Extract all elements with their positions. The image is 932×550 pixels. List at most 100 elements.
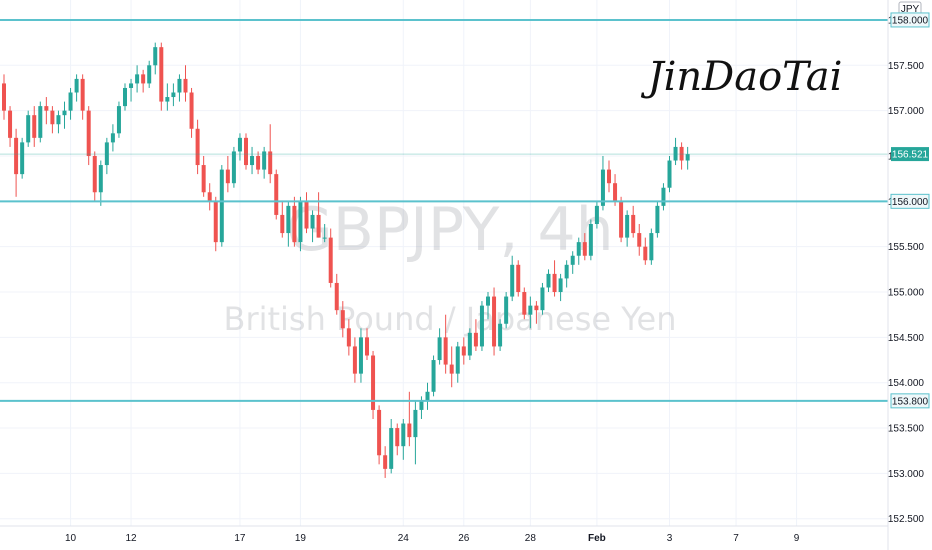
horizontal-levels[interactable]	[0, 18, 888, 402]
candle-down	[619, 196, 624, 243]
candle-body	[189, 92, 194, 129]
price-axis[interactable]: 152.500 153.000 153.500 154.000 154.500 155.0…	[887, 0, 932, 550]
candle-down	[328, 228, 333, 288]
time-tick-label: 7	[733, 533, 739, 544]
candle-down	[86, 106, 91, 166]
candle-up	[219, 165, 224, 247]
candle-body	[159, 47, 164, 102]
time-tick-label: 9	[794, 533, 800, 544]
candle-body	[147, 65, 152, 84]
candle-down	[207, 183, 212, 211]
candle-up	[546, 269, 551, 293]
candle-body	[268, 151, 273, 175]
candle-up	[401, 418, 406, 460]
candle-down	[213, 196, 218, 252]
price-tick-label: 155.500	[888, 242, 925, 253]
candle-body	[38, 106, 43, 138]
candle-body	[383, 455, 388, 469]
candle-up	[576, 237, 581, 265]
candle-up	[528, 296, 533, 329]
candle-body	[401, 423, 406, 447]
candle-body	[32, 115, 37, 138]
level-label-text: 153.800	[892, 396, 929, 407]
candle-up	[504, 292, 509, 329]
candle-body	[594, 205, 599, 225]
candle-down	[516, 260, 521, 297]
candle-down	[340, 301, 345, 338]
candle-body	[98, 165, 103, 193]
candle-body	[286, 205, 291, 234]
time-axis[interactable]: 10 12 17 19 24 26 28 Feb 3 7 9	[0, 525, 888, 544]
candle-body	[479, 305, 484, 347]
candle-up	[62, 101, 67, 129]
candle-body	[504, 296, 509, 324]
candle-up	[437, 328, 442, 365]
candle-up	[655, 201, 660, 238]
candle-body	[274, 174, 279, 215]
candle-down	[32, 106, 37, 147]
candle-body	[346, 328, 351, 347]
candle-body	[637, 233, 642, 247]
candle-body	[298, 201, 303, 243]
last-price-box	[891, 147, 929, 162]
candle-up	[588, 219, 593, 261]
candle-body	[219, 169, 224, 243]
candle-body	[231, 151, 236, 184]
time-tick-label: 3	[667, 533, 673, 544]
candle-up	[455, 341, 460, 383]
candle-down	[522, 287, 527, 320]
candle-body	[280, 214, 285, 234]
candle-up	[231, 146, 236, 188]
candle-down	[679, 142, 684, 170]
candle-body	[135, 74, 140, 84]
candle-body	[613, 183, 618, 202]
candle-body	[195, 128, 200, 166]
candle-up	[298, 196, 303, 252]
candle-down	[268, 124, 273, 184]
candle-up	[165, 83, 170, 111]
candle-body	[292, 205, 297, 243]
candle-body	[110, 133, 115, 143]
candle-up	[413, 400, 418, 465]
candle-up	[322, 224, 327, 243]
candle-up	[661, 183, 666, 211]
candle-down	[607, 160, 611, 193]
candle-body	[371, 355, 376, 410]
candle-up	[26, 110, 31, 147]
candle-down	[371, 350, 376, 419]
candle-down	[346, 319, 351, 356]
candle-body	[486, 296, 490, 306]
candle-up	[649, 228, 654, 265]
candle-down	[643, 237, 648, 265]
candle-body	[540, 287, 545, 311]
candle-down	[365, 328, 369, 361]
candle-down	[256, 151, 261, 175]
candle-body	[86, 110, 91, 156]
candle-body	[679, 146, 684, 161]
candle-body	[262, 151, 267, 170]
candle-down	[14, 128, 19, 197]
candle-body	[8, 110, 13, 138]
candle-up	[171, 83, 176, 107]
currency-badge: JPY	[898, 1, 922, 16]
candle-body	[576, 242, 581, 256]
candle-body	[244, 137, 248, 166]
candle-up	[594, 201, 599, 229]
candle-down	[8, 106, 13, 147]
candle-up	[237, 133, 242, 161]
candle-body	[570, 255, 575, 265]
candle-body	[619, 201, 624, 238]
candle-down	[292, 196, 297, 247]
candle-down	[159, 42, 164, 111]
candle-up	[673, 137, 678, 166]
candle-body	[492, 296, 497, 347]
level-price-label: 158.000	[890, 12, 930, 28]
price-tick-label: 157.500	[888, 61, 925, 72]
candle-up	[467, 328, 472, 361]
candle-body	[104, 142, 109, 166]
candle-down	[552, 260, 557, 297]
candle-down	[383, 446, 388, 478]
candle-up	[177, 74, 182, 102]
candle-body	[322, 237, 327, 239]
